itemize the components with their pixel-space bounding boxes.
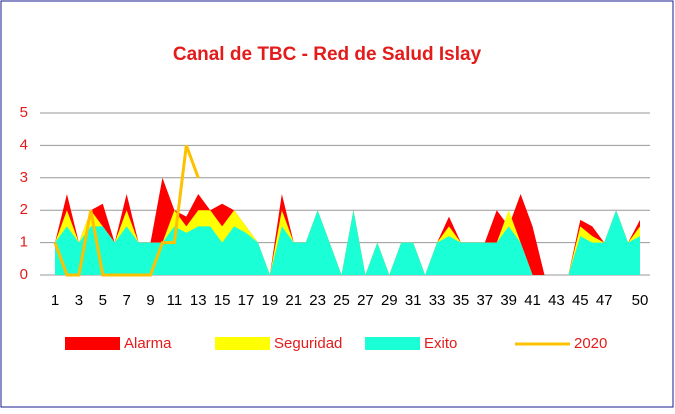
x-tick-label: 33 (429, 292, 446, 309)
x-tick-label: 13 (190, 292, 207, 309)
x-tick-label: 17 (238, 292, 255, 309)
y-tick-label: 2 (20, 201, 28, 218)
x-tick-label: 31 (405, 292, 422, 309)
legend-label: 2020 (574, 335, 607, 352)
x-tick-label: 15 (214, 292, 231, 309)
x-tick-label: 43 (548, 292, 565, 309)
legend-swatch (365, 337, 420, 350)
x-tick-label: 23 (309, 292, 326, 309)
legend-label: Exito (424, 335, 457, 352)
chart-title: Canal de TBC - Red de Salud Islay (173, 44, 482, 65)
x-tick-label: 3 (75, 292, 83, 309)
x-tick-label: 45 (572, 292, 589, 309)
y-tick-label: 3 (20, 169, 28, 186)
x-tick-label: 11 (167, 292, 183, 309)
y-tick-label: 1 (20, 234, 28, 251)
x-tick-label: 47 (596, 292, 613, 309)
legend-swatch (65, 337, 120, 350)
x-tick-label: 35 (453, 292, 470, 309)
x-tick-label: 21 (285, 292, 302, 309)
y-tick-label: 4 (20, 136, 28, 153)
x-tick-label: 27 (357, 292, 374, 309)
x-tick-label: 29 (381, 292, 398, 309)
x-tick-label: 5 (99, 292, 107, 309)
x-tick-label: 37 (476, 292, 493, 309)
legend-label: Alarma (124, 335, 172, 352)
x-tick-label: 50 (632, 292, 649, 309)
line (53, 144, 200, 277)
x-tick-label: 39 (500, 292, 517, 309)
x-tick-label: 41 (524, 292, 541, 309)
legend-label: Seguridad (274, 335, 342, 352)
x-tick-label: 19 (262, 292, 279, 309)
x-tick-label: 25 (333, 292, 350, 309)
x-tick-label: 7 (122, 292, 130, 309)
legend-swatch (215, 337, 270, 350)
y-tick-label: 0 (20, 266, 28, 283)
area (55, 210, 640, 275)
x-tick-label: 1 (51, 292, 59, 309)
y-tick-label: 5 (20, 104, 28, 121)
x-tick-label: 9 (146, 292, 154, 309)
